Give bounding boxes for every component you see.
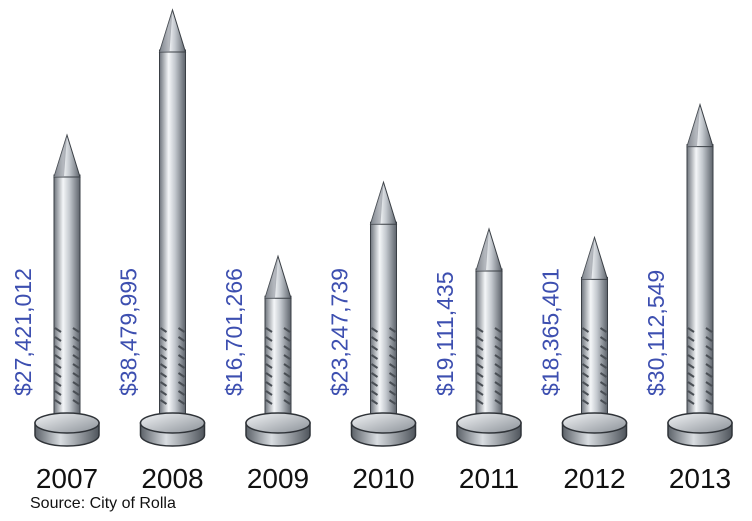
nail-head-top xyxy=(35,413,99,433)
value-label: $18,365,401 xyxy=(538,268,564,396)
x-tick-label: 2007 xyxy=(36,463,98,494)
nail xyxy=(352,182,416,446)
value-label: $19,111,435 xyxy=(432,272,458,397)
nail-shank xyxy=(265,296,291,423)
nail-head-top xyxy=(563,413,627,433)
nail-head-top xyxy=(352,413,416,433)
nail-shank xyxy=(54,175,80,423)
source: Source: City of Rolla xyxy=(30,495,176,512)
nail-shank xyxy=(476,269,502,423)
x-tick-label: 2011 xyxy=(459,463,519,494)
x-tick-label: 2010 xyxy=(352,463,414,494)
value-label: $30,112,549 xyxy=(643,270,669,396)
value-label: $23,247,739 xyxy=(327,268,353,396)
nail-head-top xyxy=(457,413,521,433)
nail xyxy=(563,237,627,446)
nail-head-top xyxy=(246,413,310,433)
value-label: $27,421,012 xyxy=(10,268,36,396)
value-label: $16,701,266 xyxy=(221,268,247,396)
nail-head-top xyxy=(141,413,205,433)
x-tick-label: 2013 xyxy=(669,463,731,494)
nail xyxy=(668,105,732,446)
x-tick-label: 2009 xyxy=(247,463,309,494)
nail xyxy=(141,10,205,446)
nail-shank xyxy=(687,145,713,423)
x-tick-label: 2008 xyxy=(141,463,203,494)
value-label: $38,479,995 xyxy=(116,268,142,396)
x-tick-label: 2012 xyxy=(563,463,625,494)
nail xyxy=(246,256,310,446)
nail-head-top xyxy=(668,413,732,433)
chart: Source: City of Rolla $27,421,012 2007 $38… xyxy=(0,0,752,521)
nail xyxy=(35,135,99,446)
nail xyxy=(457,229,521,446)
